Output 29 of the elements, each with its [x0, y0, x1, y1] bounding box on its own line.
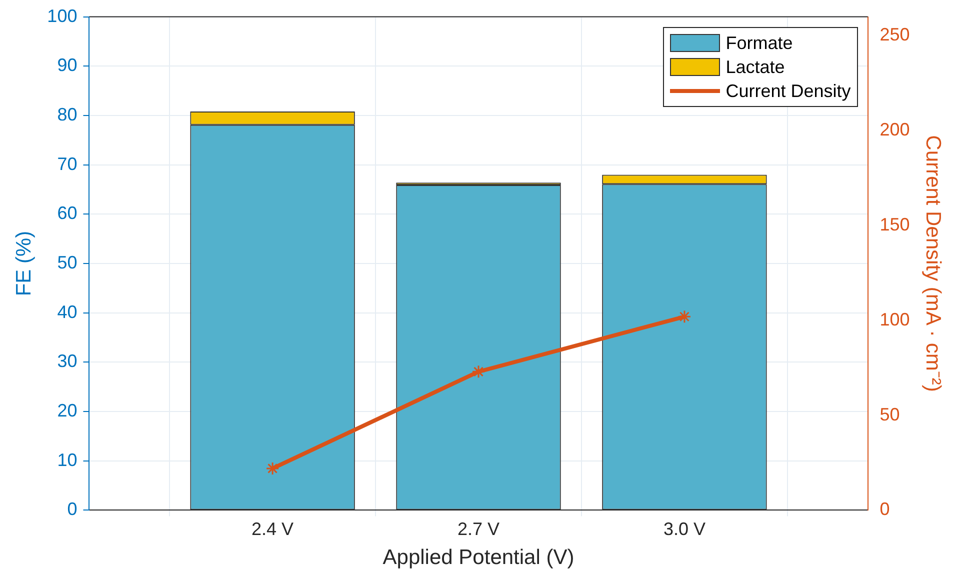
y2-axis-title: Current Density (mA · cm⁻²) [922, 135, 945, 392]
y-tick-label: 60 [57, 203, 78, 224]
y-tick-label: 20 [57, 400, 78, 420]
y2-tick-label: 250 [880, 24, 910, 45]
x-tick-label: 2.4 V [252, 518, 294, 539]
y-tick-label: 50 [57, 252, 78, 272]
y-tick-label: 100 [47, 6, 78, 26]
y-tick-label: 90 [57, 55, 78, 76]
y-tick-label: 70 [57, 154, 78, 174]
point [678, 310, 692, 324]
x-axis-title: Applied Potential (V) [382, 546, 574, 570]
y2-tick-label: 200 [880, 120, 910, 140]
y2-tick-label: 0 [880, 499, 890, 520]
y-tick-label: 0 [67, 499, 78, 520]
x-tick-label: 2.7 V [457, 518, 500, 539]
y2-tick-label: 150 [880, 214, 910, 235]
y-tick-label: 40 [57, 302, 78, 322]
legend-label: Lactate [726, 56, 785, 79]
y-tick-label: 10 [57, 450, 78, 470]
legend-label: Current Density [726, 80, 851, 103]
y-axis-title: FE (%) [12, 230, 36, 296]
legend-label: Formate [726, 32, 793, 55]
point [266, 462, 280, 476]
y2-tick-label: 50 [880, 404, 900, 424]
x-tick-label: 3.0 V [663, 518, 706, 539]
point [472, 364, 486, 378]
y-tick-label: 80 [57, 104, 78, 124]
y2-tick-label: 100 [880, 309, 910, 330]
y-tick-label: 30 [57, 351, 78, 372]
